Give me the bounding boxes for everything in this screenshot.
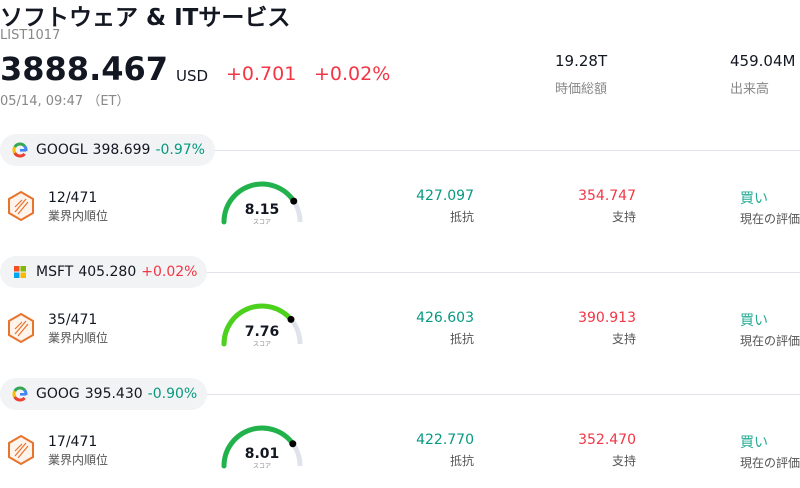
- rating-label: 現在の評価: [740, 334, 800, 348]
- rating: 買い: [740, 191, 768, 207]
- gauge-dot: [289, 440, 297, 448]
- hexagon: [8, 434, 34, 466]
- logo-part: [14, 272, 20, 278]
- support-label: 支持: [611, 332, 636, 346]
- stock-change: -0.97%: [155, 142, 205, 158]
- rank-label: 業界内順位: [48, 209, 109, 223]
- logo-part: [20, 266, 26, 272]
- rank: 12/471: [48, 190, 98, 206]
- gauge-fill: [221, 425, 296, 469]
- score: 8.15: [245, 202, 280, 218]
- logo-part: [13, 142, 26, 148]
- logo-part: [20, 272, 26, 278]
- resistance: 427.097: [416, 188, 474, 204]
- rank-icon: [8, 190, 34, 222]
- resistance-label: 抵抗: [449, 454, 474, 468]
- support: 390.913: [578, 310, 636, 326]
- score-label: スコア: [253, 341, 271, 348]
- stock-change: -0.90%: [147, 386, 198, 402]
- rating-label: 現在の評価: [740, 456, 800, 470]
- title: ソフトウェア & ITサービス: [0, 5, 291, 31]
- rank-label: 業界内順位: [48, 453, 109, 467]
- gauge-fill: [221, 181, 297, 225]
- hex-lines: [14, 442, 29, 459]
- rating: 買い: [740, 313, 768, 329]
- rank-label: 業界内順位: [48, 331, 109, 345]
- change-pct: +0.02%: [314, 63, 391, 85]
- resistance: 426.603: [416, 310, 474, 326]
- logo-part: [12, 146, 17, 154]
- logo-part: [14, 266, 20, 272]
- logo-part: [20, 393, 26, 396]
- stock-change: +0.02%: [141, 264, 198, 280]
- stock-price: 395.430: [84, 386, 143, 402]
- hex-lines: [14, 320, 29, 337]
- divider: [0, 150, 800, 151]
- hexagon: [8, 190, 34, 222]
- support: 352.470: [578, 432, 636, 448]
- change: +0.701: [226, 63, 297, 85]
- gauge-dot: [290, 197, 298, 205]
- rank-icon: [8, 312, 34, 344]
- stat-label: 時価総額: [555, 82, 608, 97]
- resistance-label: 抵抗: [449, 332, 474, 346]
- logo-part: [13, 386, 26, 392]
- stock-pill[interactable]: GOOG 395.430 -0.90%: [0, 378, 208, 410]
- rank-icon: [8, 434, 34, 466]
- hexagon: [8, 312, 34, 344]
- stock-pill[interactable]: GOOGL 398.699 -0.97%: [0, 134, 215, 166]
- score: 7.76: [245, 324, 280, 340]
- stock-price: 398.699: [92, 142, 151, 158]
- rating-label: 現在の評価: [740, 212, 800, 226]
- logo-part: [20, 149, 26, 152]
- score: 8.01: [245, 446, 280, 462]
- logo-part: [12, 395, 26, 402]
- stat-value: 459.04M: [730, 52, 796, 70]
- code: LIST1017: [0, 28, 61, 43]
- logo: [12, 386, 28, 402]
- logo-part: [12, 151, 26, 158]
- divider: [0, 394, 800, 395]
- resistance: 422.770: [416, 432, 474, 448]
- gauge-fill: [221, 303, 294, 347]
- time: 05/14, 09:47 （ET）: [0, 94, 130, 109]
- ticker: GOOG: [36, 386, 80, 402]
- ticker: MSFT: [36, 264, 74, 280]
- logo-part: [12, 390, 17, 398]
- currency: USD: [176, 67, 209, 85]
- ticker: GOOGL: [36, 142, 88, 158]
- rank: 35/471: [48, 312, 98, 328]
- logo: [14, 266, 26, 278]
- score-label: スコア: [253, 463, 271, 470]
- divider: [0, 272, 800, 273]
- stat-value: 19.28T: [555, 52, 608, 70]
- resistance-label: 抵抗: [449, 210, 474, 224]
- support-label: 支持: [611, 454, 636, 468]
- rank: 17/471: [48, 434, 98, 450]
- stat-label: 出来高: [730, 82, 770, 97]
- score-label: スコア: [253, 219, 271, 226]
- stock-price: 405.280: [78, 264, 137, 280]
- support: 354.747: [578, 188, 636, 204]
- stock-pill[interactable]: MSFT 405.280 +0.02%: [0, 256, 208, 288]
- gauge-dot: [287, 315, 295, 323]
- rating: 買い: [740, 435, 768, 451]
- hex-lines: [14, 198, 29, 215]
- logo: [12, 142, 28, 158]
- price: 3888.467: [0, 50, 169, 88]
- support-label: 支持: [611, 210, 636, 224]
